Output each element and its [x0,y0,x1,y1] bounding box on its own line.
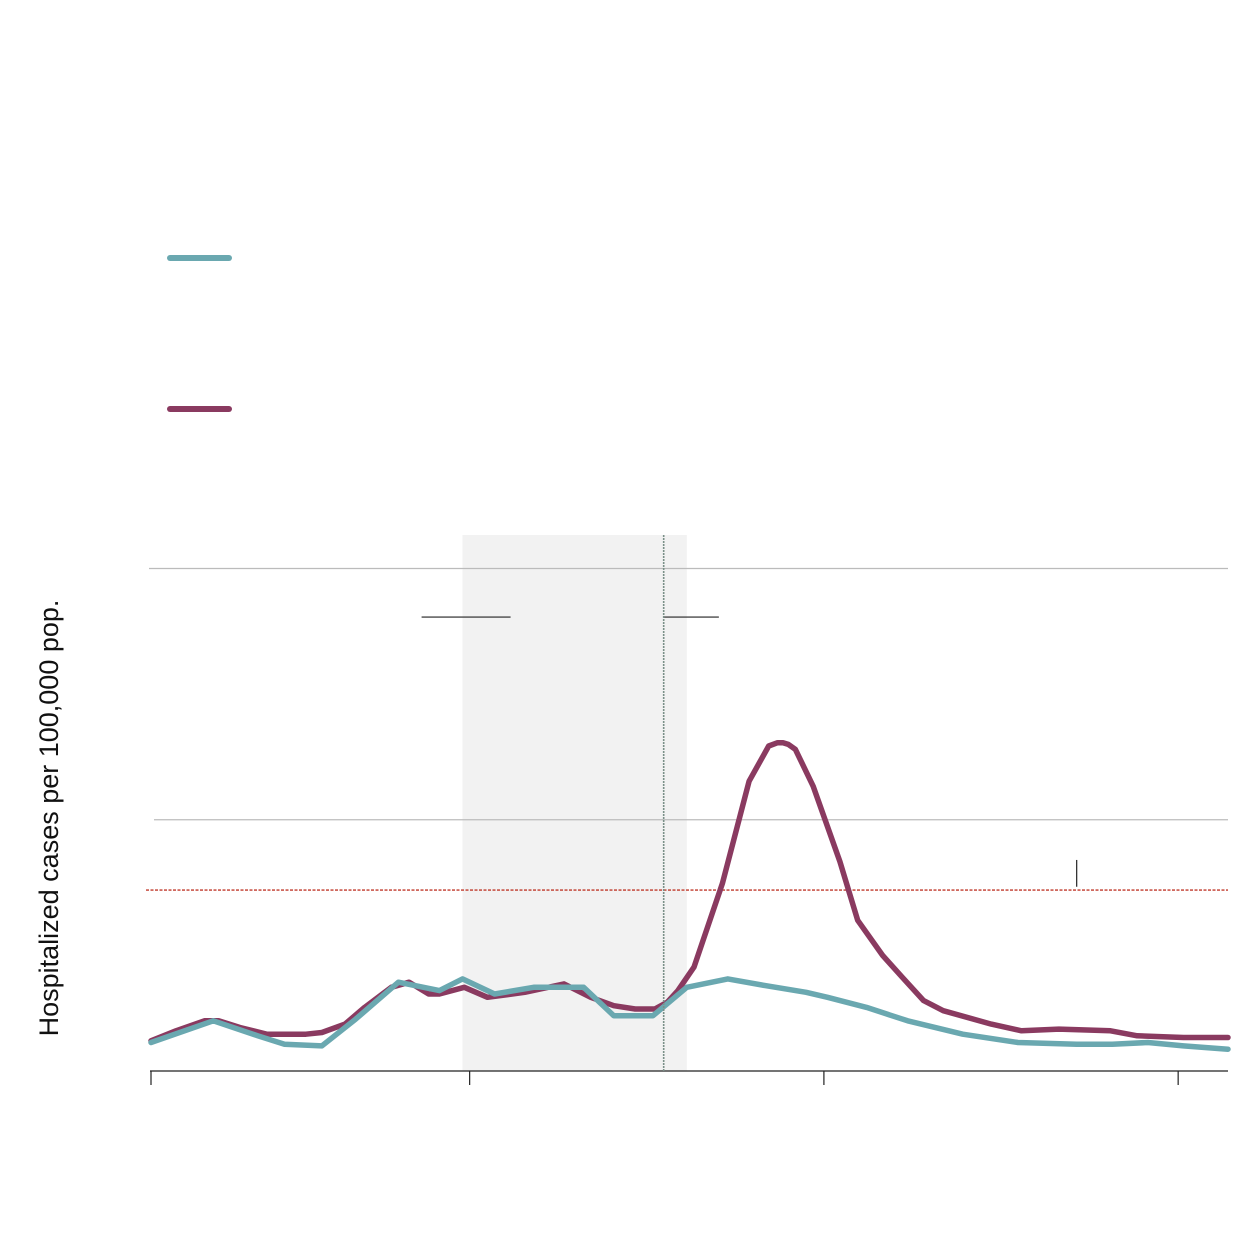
shaded-period [462,535,687,1071]
series-line-teal [148,976,1231,1052]
y-axis-label: Hospitalized cases per 100,000 pop. [34,600,64,1037]
legend [167,255,232,412]
series-line-plum [148,739,1231,1044]
plot-area [146,535,1231,1085]
